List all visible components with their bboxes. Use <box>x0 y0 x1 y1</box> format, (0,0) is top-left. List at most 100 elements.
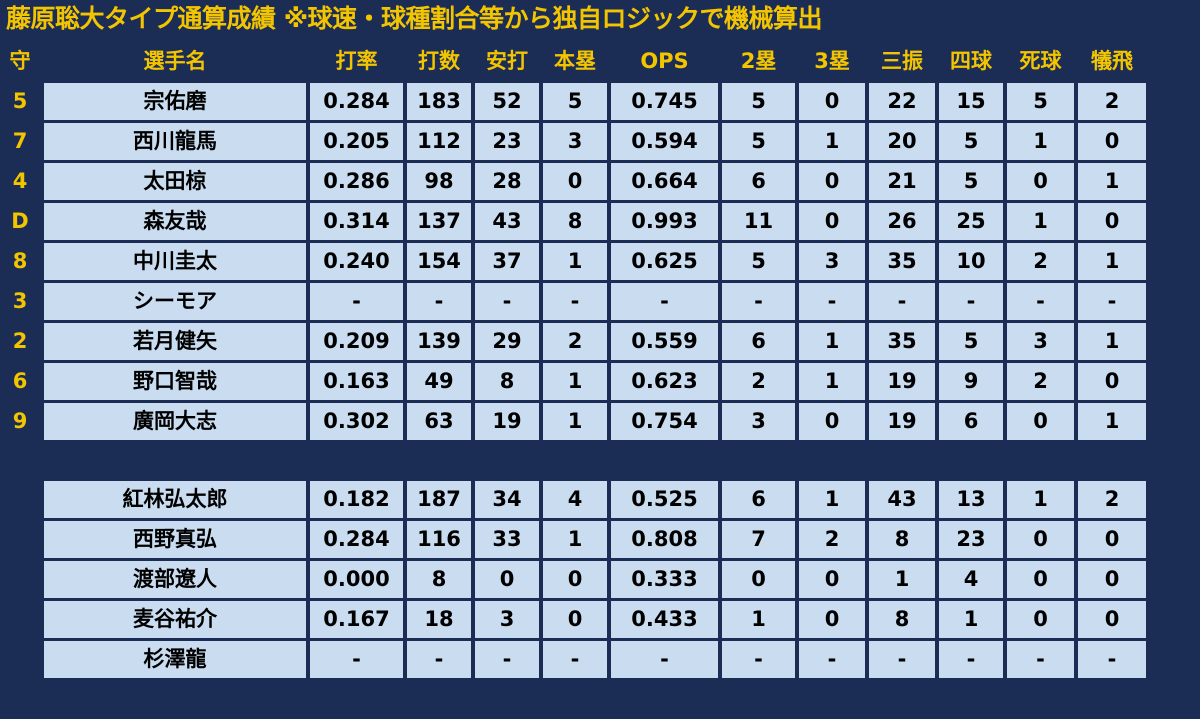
hits-cell: 19 <box>475 403 539 440</box>
at-bats-cell: 8 <box>407 561 471 598</box>
ops-cell: 0.623 <box>611 363 718 400</box>
strikeouts-cell: 21 <box>869 163 935 200</box>
home-runs-cell: 8 <box>543 203 607 240</box>
walks-cell: 5 <box>939 163 1003 200</box>
hits-cell: 29 <box>475 323 539 360</box>
table-row: 6 野口智哉 0.163 49 8 1 0.623 2 1 19 9 2 0 <box>0 363 1146 400</box>
table-row: 7 西川龍馬 0.205 112 23 3 0.594 5 1 20 5 1 0 <box>0 123 1146 160</box>
player-name-cell: 麦谷祐介 <box>44 601 306 638</box>
player-name-cell: 中川圭太 <box>44 243 306 280</box>
doubles-cell: 6 <box>722 163 795 200</box>
player-name-cell: 紅林弘太郎 <box>44 481 306 518</box>
hits-cell: 37 <box>475 243 539 280</box>
gap-row <box>0 443 1146 478</box>
home-runs-cell: 2 <box>543 323 607 360</box>
doubles-cell: 6 <box>722 481 795 518</box>
home-runs-cell: 0 <box>543 163 607 200</box>
home-runs-cell: 0 <box>543 601 607 638</box>
player-name-cell: 杉澤龍 <box>44 641 306 678</box>
batting-average-cell: 0.167 <box>310 601 403 638</box>
position-cell <box>0 481 40 518</box>
sacrifice-flies-cell: 2 <box>1078 481 1146 518</box>
position-cell: 7 <box>12 129 28 153</box>
doubles-cell: 5 <box>722 123 795 160</box>
position-cell: 8 <box>12 249 28 273</box>
table-row: D 森友哉 0.314 137 43 8 0.993 11 0 26 25 1 0 <box>0 203 1146 240</box>
batting-average-cell: - <box>310 641 403 678</box>
triples-cell: 1 <box>799 363 865 400</box>
doubles-cell: 5 <box>722 83 795 120</box>
hits-cell: 8 <box>475 363 539 400</box>
home-runs-cell: 5 <box>543 83 607 120</box>
hit-by-pitch-cell: 3 <box>1007 323 1074 360</box>
ops-cell: - <box>611 283 718 320</box>
strikeouts-cell: 19 <box>869 363 935 400</box>
hit-by-pitch-cell: 0 <box>1007 521 1074 558</box>
player-name-cell: 渡部遼人 <box>44 561 306 598</box>
walks-cell: 5 <box>939 123 1003 160</box>
hits-cell: 3 <box>475 601 539 638</box>
doubles-cell: 2 <box>722 363 795 400</box>
position-cell: 5 <box>12 89 28 113</box>
batting-average-cell: 0.314 <box>310 203 403 240</box>
header-player-name: 選手名 <box>143 49 207 73</box>
triples-cell: 1 <box>799 123 865 160</box>
hit-by-pitch-cell: 1 <box>1007 123 1074 160</box>
at-bats-cell: 63 <box>407 403 471 440</box>
position-cell: 4 <box>12 169 28 193</box>
doubles-cell: - <box>722 641 795 678</box>
header-hits: 安打 <box>486 49 528 73</box>
hits-cell: 33 <box>475 521 539 558</box>
header-row: 守 選手名 打率 打数 安打 本塁 OPS 2塁 3塁 三振 四球 死球 犠飛 <box>0 43 1146 80</box>
table-row: 渡部遼人 0.000 8 0 0 0.333 0 0 1 4 0 0 <box>0 561 1146 598</box>
strikeouts-cell: 35 <box>869 243 935 280</box>
header-walks: 四球 <box>950 49 992 73</box>
walks-cell: 10 <box>939 243 1003 280</box>
hit-by-pitch-cell: 0 <box>1007 403 1074 440</box>
player-name-cell: 森友哉 <box>44 203 306 240</box>
position-cell <box>0 641 40 678</box>
ops-cell: - <box>611 641 718 678</box>
header-doubles: 2塁 <box>740 49 777 73</box>
doubles-cell: 1 <box>722 601 795 638</box>
ops-cell: 0.664 <box>611 163 718 200</box>
walks-cell: 13 <box>939 481 1003 518</box>
triples-cell: 0 <box>799 561 865 598</box>
sacrifice-flies-cell: 0 <box>1078 123 1146 160</box>
doubles-cell: 0 <box>722 561 795 598</box>
batting-average-cell: - <box>310 283 403 320</box>
ops-cell: 0.433 <box>611 601 718 638</box>
doubles-cell: 5 <box>722 243 795 280</box>
sacrifice-flies-cell: 0 <box>1078 363 1146 400</box>
ops-cell: 0.754 <box>611 403 718 440</box>
bottom-band <box>0 685 1200 719</box>
triples-cell: 0 <box>799 601 865 638</box>
header-ops: OPS <box>640 49 689 73</box>
position-cell: 3 <box>12 289 28 313</box>
home-runs-cell: - <box>543 283 607 320</box>
player-name-cell: 若月健矢 <box>44 323 306 360</box>
header-at-bats: 打数 <box>418 49 460 73</box>
header-strikeouts: 三振 <box>881 49 923 73</box>
hits-cell: 0 <box>475 561 539 598</box>
table-row: 3 シーモア - - - - - - - - - - - <box>0 283 1146 320</box>
hits-cell: 28 <box>475 163 539 200</box>
table-row: 2 若月健矢 0.209 139 29 2 0.559 6 1 35 5 3 1 <box>0 323 1146 360</box>
hit-by-pitch-cell: 1 <box>1007 481 1074 518</box>
stats-table: 守 選手名 打率 打数 安打 本塁 OPS 2塁 3塁 三振 四球 死球 犠飛 … <box>0 40 1150 681</box>
doubles-cell: 3 <box>722 403 795 440</box>
strikeouts-cell: - <box>869 283 935 320</box>
triples-cell: 0 <box>799 403 865 440</box>
hits-cell: 43 <box>475 203 539 240</box>
ops-cell: 0.333 <box>611 561 718 598</box>
at-bats-cell: - <box>407 283 471 320</box>
batting-average-cell: 0.000 <box>310 561 403 598</box>
table-row: 8 中川圭太 0.240 154 37 1 0.625 5 3 35 10 2 1 <box>0 243 1146 280</box>
header-home-runs: 本塁 <box>554 49 596 73</box>
batting-average-cell: 0.163 <box>310 363 403 400</box>
hits-cell: 52 <box>475 83 539 120</box>
home-runs-cell: 4 <box>543 481 607 518</box>
home-runs-cell: 0 <box>543 561 607 598</box>
ops-cell: 0.745 <box>611 83 718 120</box>
triples-cell: 0 <box>799 163 865 200</box>
